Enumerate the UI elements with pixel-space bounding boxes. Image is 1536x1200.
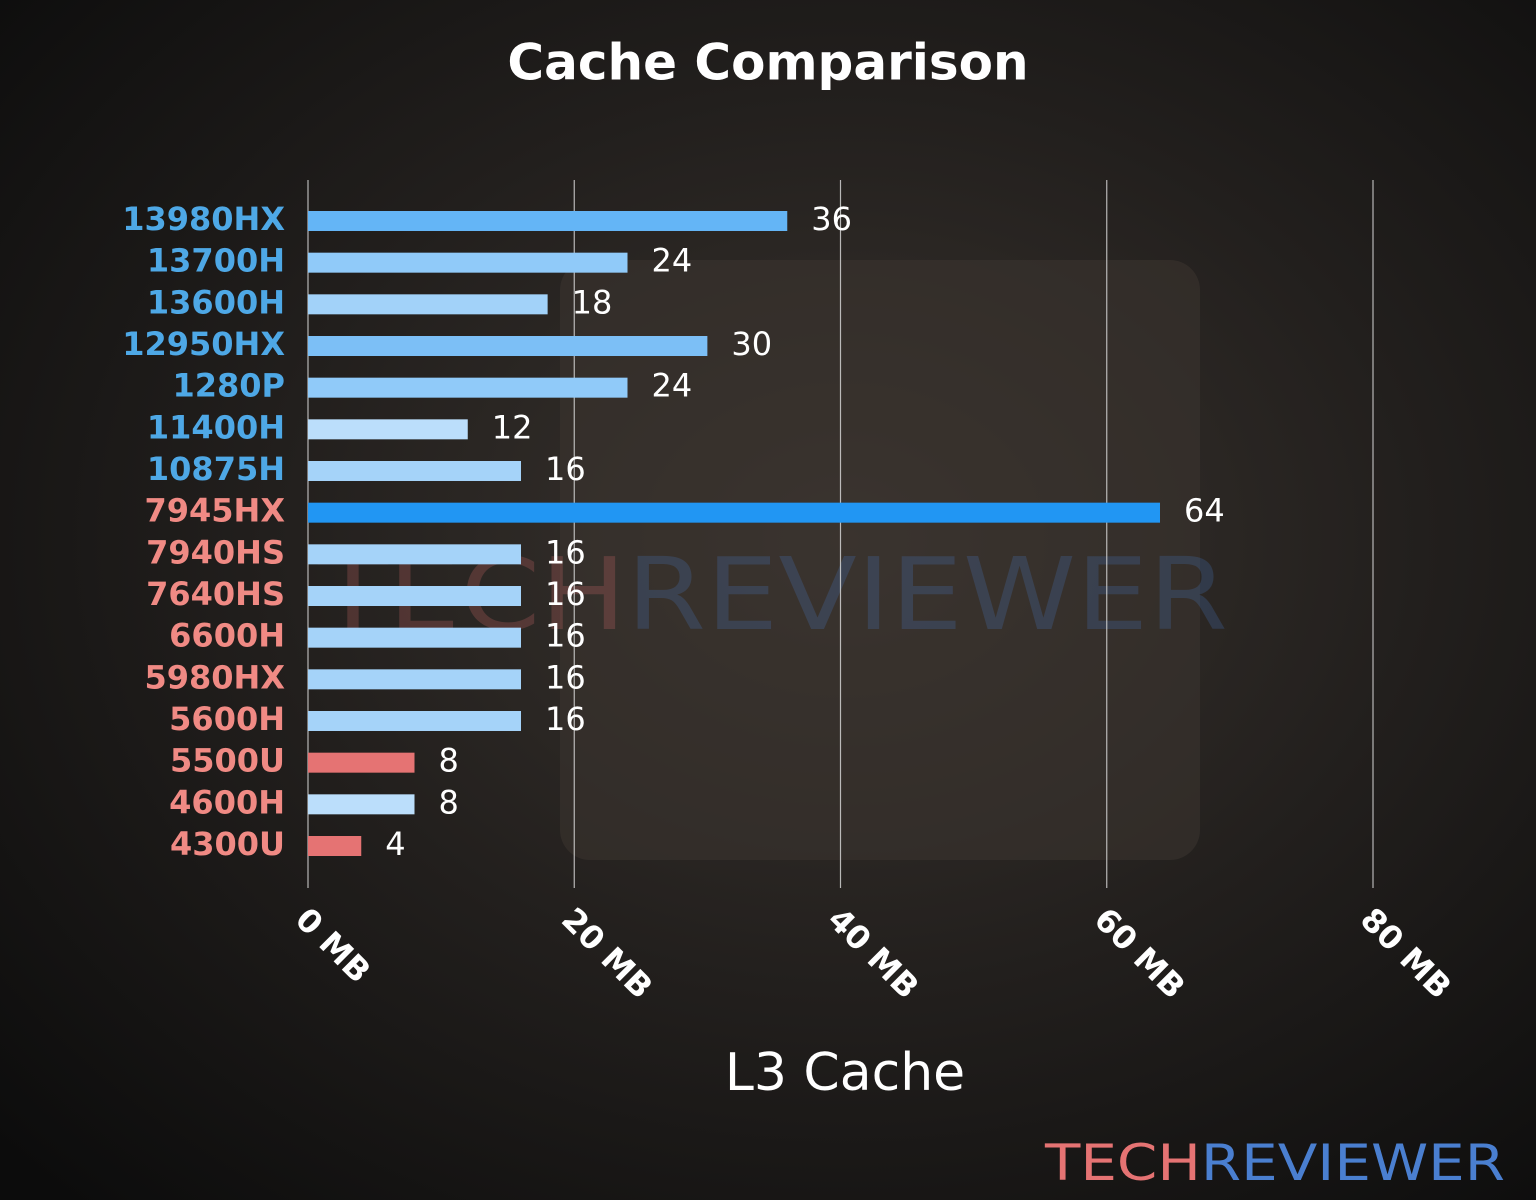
bar	[308, 669, 521, 690]
bar	[308, 836, 362, 856]
bar	[308, 211, 788, 231]
bar	[308, 502, 1160, 523]
bar	[308, 252, 628, 273]
value-label: 16	[545, 700, 586, 738]
bar	[308, 461, 521, 481]
bar	[308, 294, 548, 315]
x-axis-title: L3 Cache	[725, 1043, 965, 1103]
y-tick-label: 13980HX	[122, 200, 285, 238]
y-tick-label: 13600H	[147, 283, 285, 321]
bar	[308, 419, 468, 440]
y-tick-label: 5980HX	[144, 658, 285, 696]
bar	[308, 752, 415, 773]
value-label: 18	[572, 283, 613, 321]
bar	[308, 794, 415, 815]
value-label: 16	[545, 617, 586, 655]
bar	[308, 627, 521, 648]
y-tick-label: 5600H	[169, 700, 285, 738]
value-label: 16	[545, 450, 586, 488]
value-label: 4	[385, 825, 405, 863]
value-label: 16	[545, 658, 586, 696]
y-tick-label: 12950HX	[122, 325, 285, 363]
y-tick-label: 6600H	[169, 617, 285, 655]
bar	[308, 544, 521, 565]
y-tick-label: 1280P	[172, 367, 285, 405]
y-tick-label: 4300U	[170, 825, 285, 863]
bar	[308, 336, 708, 356]
y-tick-label: 4600H	[169, 783, 285, 821]
y-tick-label: 7940HS	[146, 533, 285, 571]
value-label: 16	[545, 575, 586, 613]
y-tick-label: 7945HX	[144, 492, 285, 530]
value-label: 8	[439, 783, 459, 821]
background-chip	[560, 260, 1200, 860]
value-label: 30	[731, 325, 772, 363]
y-tick-label: 5500U	[170, 742, 285, 780]
value-label: 36	[811, 200, 852, 238]
value-label: 64	[1184, 492, 1225, 530]
bar	[308, 586, 521, 606]
bar	[308, 711, 521, 731]
value-label: 8	[439, 742, 459, 780]
value-label: 12	[492, 408, 533, 446]
value-label: 16	[545, 533, 586, 571]
y-tick-label: 13700H	[147, 242, 285, 280]
value-label: 24	[652, 242, 693, 280]
watermark-part: REVIEWER	[626, 536, 1228, 653]
chart-title: Cache Comparison	[507, 34, 1028, 92]
value-label: 24	[652, 367, 693, 405]
watermark: TECH REVIEWER	[1044, 1134, 1505, 1192]
y-tick-label: 7640HS	[146, 575, 285, 613]
y-tick-label: 11400H	[147, 408, 285, 446]
watermark-part: TECH	[1044, 1134, 1201, 1192]
watermark-part: REVIEWER	[1201, 1134, 1505, 1192]
bar	[308, 377, 628, 398]
y-tick-label: 10875H	[147, 450, 285, 488]
